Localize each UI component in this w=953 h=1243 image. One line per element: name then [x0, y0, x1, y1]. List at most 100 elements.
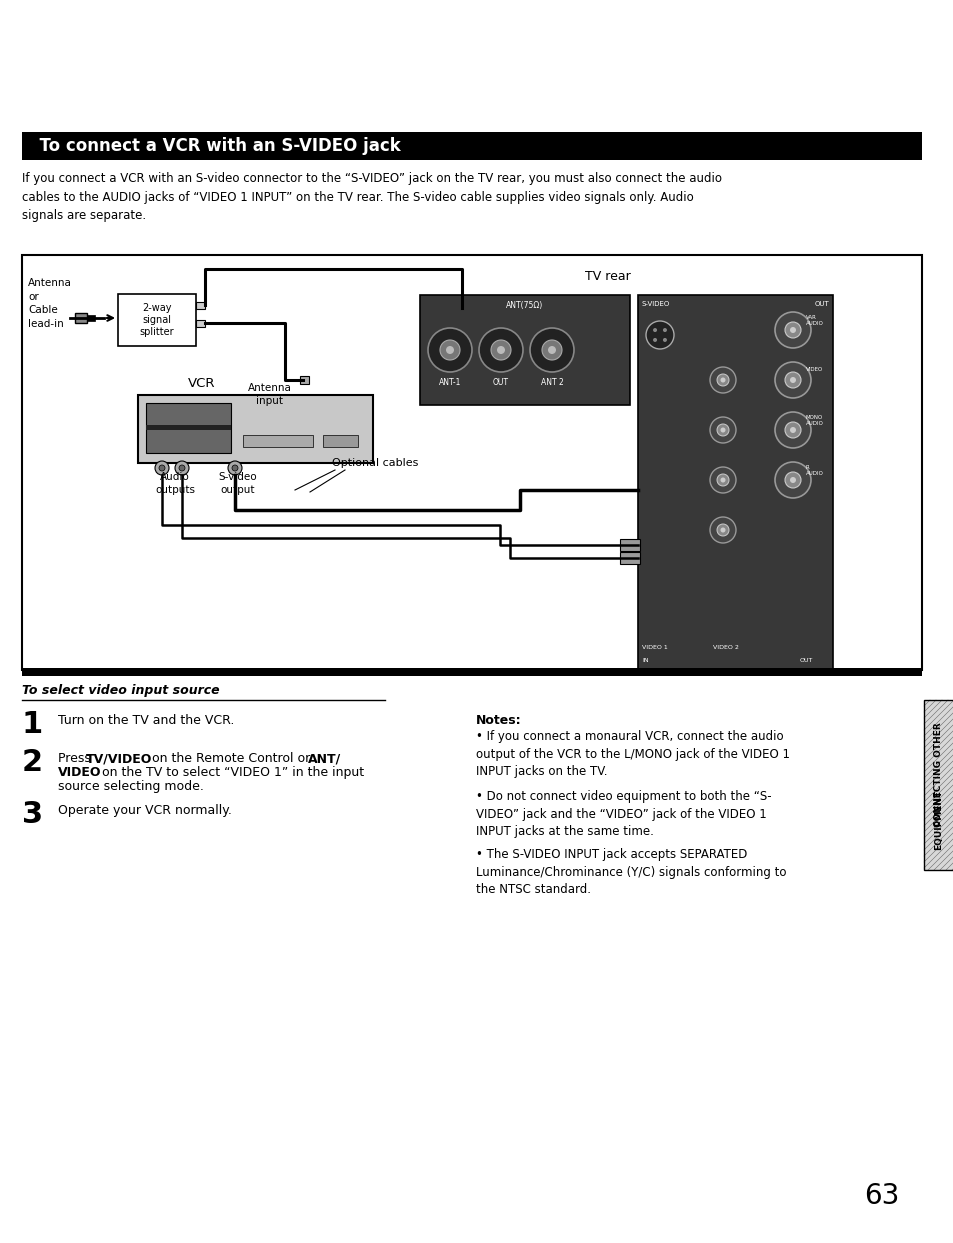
Bar — [22, 132, 921, 160]
Text: on the Remote Control or: on the Remote Control or — [148, 752, 314, 764]
Text: If you connect a VCR with an S-video connector to the “S-VIDEO” jack on the TV r: If you connect a VCR with an S-video con… — [22, 172, 721, 222]
Text: on the TV to select “VIDEO 1” in the input: on the TV to select “VIDEO 1” in the inp… — [98, 766, 364, 779]
Bar — [138, 395, 373, 462]
Text: Turn on the TV and the VCR.: Turn on the TV and the VCR. — [58, 713, 234, 727]
Bar — [299, 375, 309, 384]
Circle shape — [179, 465, 185, 471]
Circle shape — [428, 328, 472, 372]
Bar — [118, 295, 195, 346]
Bar — [243, 435, 313, 447]
Circle shape — [789, 327, 795, 333]
Text: OUT: OUT — [814, 301, 828, 307]
Bar — [195, 319, 205, 327]
Circle shape — [653, 328, 657, 332]
Bar — [146, 425, 231, 430]
Circle shape — [709, 367, 735, 393]
Circle shape — [720, 428, 724, 433]
Circle shape — [497, 346, 504, 354]
Text: VCR: VCR — [188, 377, 215, 390]
Text: CONNECTING OTHER: CONNECTING OTHER — [934, 722, 943, 828]
Circle shape — [717, 525, 728, 536]
Text: MONO
AUDIO: MONO AUDIO — [805, 415, 823, 426]
Text: ANT-1: ANT-1 — [438, 378, 460, 387]
Text: IN: IN — [641, 658, 648, 663]
Circle shape — [774, 362, 810, 398]
Text: S-video
output: S-video output — [218, 472, 257, 495]
Text: Antenna
input: Antenna input — [248, 383, 292, 406]
Circle shape — [491, 341, 511, 360]
Bar — [638, 295, 832, 670]
Bar — [22, 255, 921, 670]
Circle shape — [709, 467, 735, 493]
Circle shape — [717, 424, 728, 436]
Circle shape — [439, 341, 459, 360]
Text: 1: 1 — [22, 710, 43, 740]
Text: To select video input source: To select video input source — [22, 684, 219, 697]
Text: R
AUDIO: R AUDIO — [805, 465, 823, 476]
Circle shape — [784, 322, 801, 338]
Circle shape — [720, 378, 724, 383]
Circle shape — [154, 461, 169, 475]
Text: Optional cables: Optional cables — [332, 457, 417, 469]
Circle shape — [784, 372, 801, 388]
Circle shape — [174, 461, 189, 475]
Circle shape — [645, 321, 673, 349]
Circle shape — [662, 338, 666, 342]
Circle shape — [662, 328, 666, 332]
Circle shape — [717, 474, 728, 486]
Bar — [195, 302, 205, 310]
Text: VIDEO 1: VIDEO 1 — [641, 645, 667, 650]
Circle shape — [774, 462, 810, 498]
Text: 63: 63 — [863, 1182, 899, 1209]
Text: ANT(75Ω): ANT(75Ω) — [506, 301, 543, 310]
Text: Audio
outputs: Audio outputs — [154, 472, 194, 495]
Text: OUT: OUT — [799, 658, 812, 663]
Text: VIDEO: VIDEO — [58, 766, 101, 779]
Text: • The S-VIDEO INPUT jack accepts SEPARATED
Luminance/Chrominance (Y/C) signals c: • The S-VIDEO INPUT jack accepts SEPARAT… — [476, 848, 785, 896]
Circle shape — [720, 527, 724, 532]
Bar — [923, 700, 953, 870]
Text: EQUIPMENT: EQUIPMENT — [934, 789, 943, 850]
Bar — [75, 313, 87, 323]
Circle shape — [228, 461, 242, 475]
Circle shape — [232, 465, 237, 471]
Text: VIDEO 2: VIDEO 2 — [712, 645, 739, 650]
Text: To connect a VCR with an S-VIDEO jack: To connect a VCR with an S-VIDEO jack — [28, 137, 400, 155]
Circle shape — [446, 346, 454, 354]
Bar — [619, 539, 639, 551]
Circle shape — [547, 346, 556, 354]
Circle shape — [159, 465, 165, 471]
Text: VIDEO: VIDEO — [805, 367, 822, 372]
Text: S-VIDEO: S-VIDEO — [641, 301, 670, 307]
Text: 3: 3 — [22, 800, 43, 829]
Circle shape — [784, 423, 801, 438]
Text: 2-way
signal
splitter: 2-way signal splitter — [139, 302, 174, 337]
Circle shape — [784, 472, 801, 488]
Circle shape — [789, 477, 795, 484]
Text: ANT/: ANT/ — [308, 752, 341, 764]
Text: • If you connect a monaural VCR, connect the audio
output of the VCR to the L/MO: • If you connect a monaural VCR, connect… — [476, 730, 789, 778]
Text: VAR
AUDIO: VAR AUDIO — [805, 314, 823, 326]
Text: • Do not connect video equipment to both the “S-
VIDEO” jack and the “VIDEO” jac: • Do not connect video equipment to both… — [476, 791, 771, 838]
Circle shape — [530, 328, 574, 372]
Circle shape — [774, 312, 810, 348]
Text: OUT: OUT — [493, 378, 509, 387]
Text: source selecting mode.: source selecting mode. — [58, 781, 204, 793]
Bar — [323, 435, 357, 447]
Circle shape — [709, 517, 735, 543]
Circle shape — [720, 477, 724, 482]
Bar — [146, 403, 231, 452]
Circle shape — [789, 428, 795, 433]
Text: Notes:: Notes: — [476, 713, 521, 727]
Text: TV rear: TV rear — [584, 270, 630, 283]
Bar — [87, 314, 95, 321]
Text: Press: Press — [58, 752, 94, 764]
Bar — [619, 552, 639, 564]
Circle shape — [709, 416, 735, 443]
Text: 2: 2 — [22, 748, 43, 777]
Circle shape — [717, 374, 728, 387]
Circle shape — [541, 341, 561, 360]
Text: Operate your VCR normally.: Operate your VCR normally. — [58, 804, 232, 817]
Circle shape — [478, 328, 522, 372]
Circle shape — [653, 338, 657, 342]
